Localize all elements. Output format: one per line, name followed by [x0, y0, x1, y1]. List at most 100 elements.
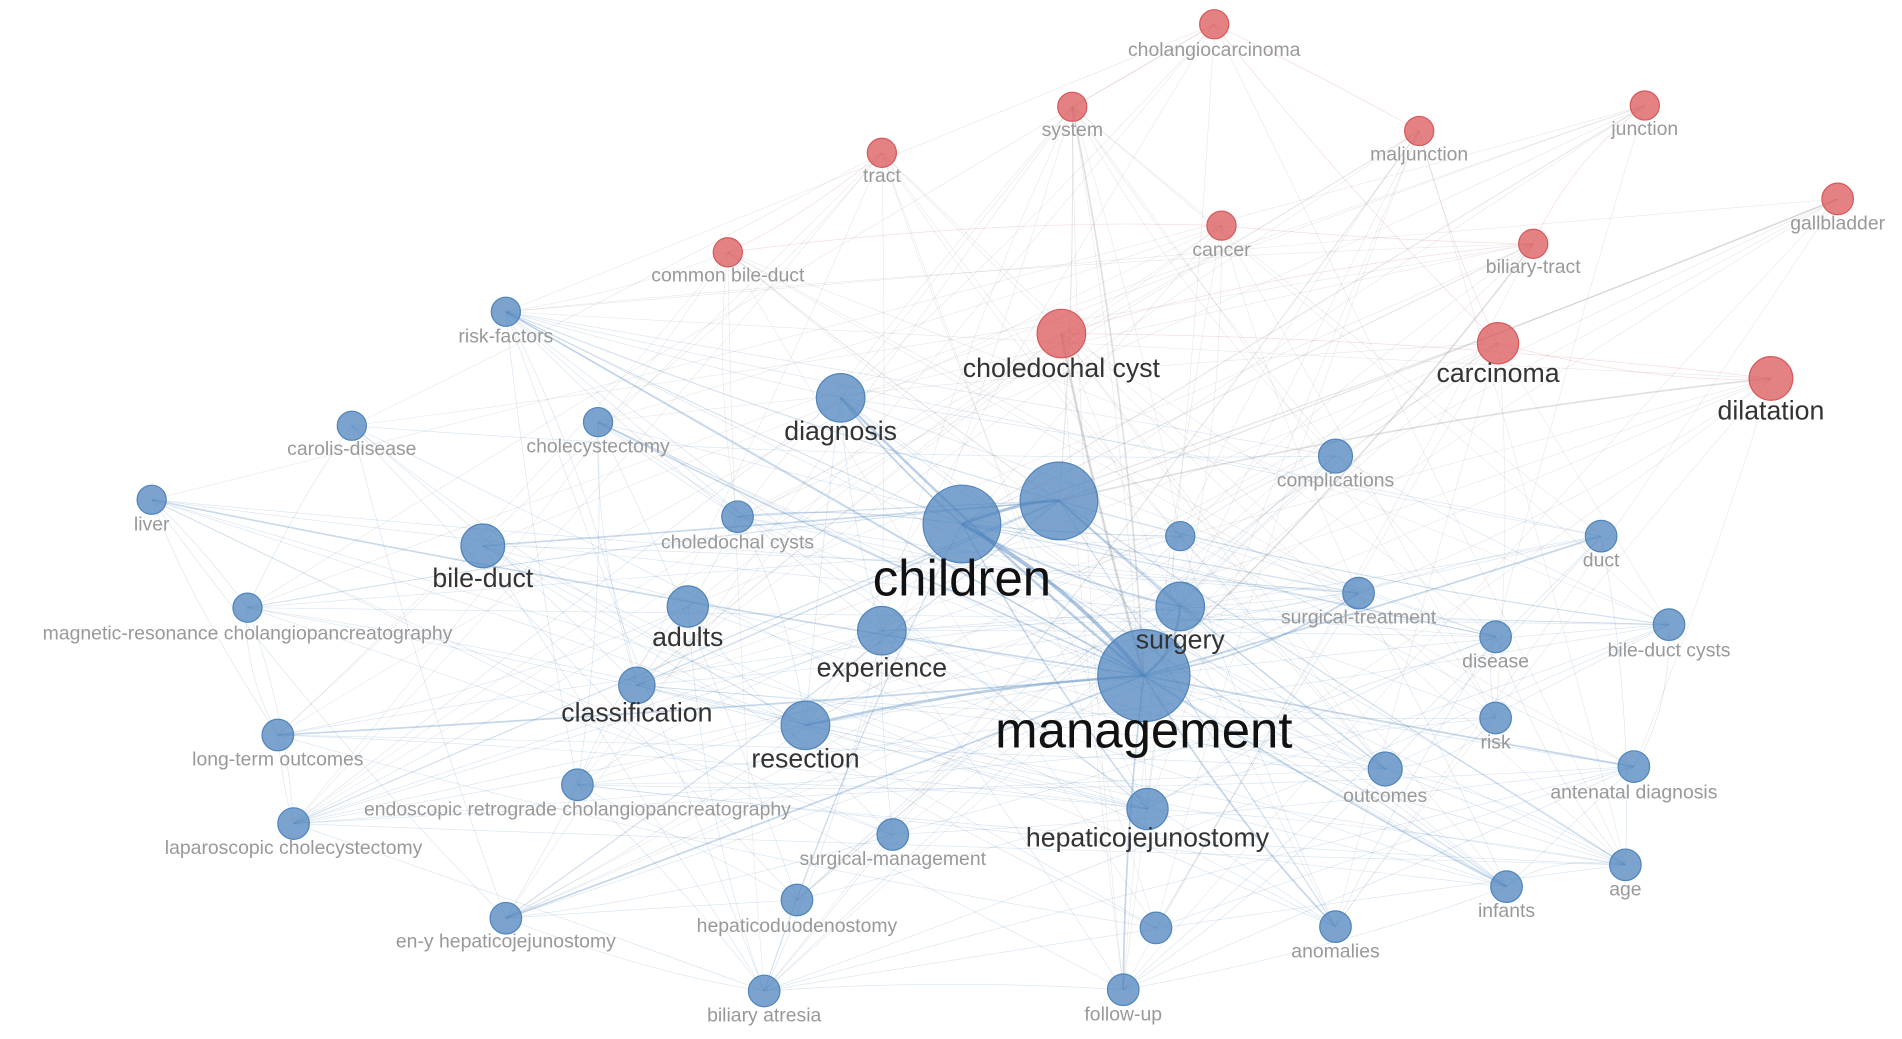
node-label: risk-factors: [458, 325, 553, 347]
node: [1584, 519, 1618, 553]
edge: [351, 425, 798, 901]
node: [1155, 581, 1206, 632]
edge: [151, 499, 1148, 810]
node-label: experience: [817, 653, 947, 683]
node: [232, 592, 263, 623]
edge: [277, 734, 1386, 770]
edge: [277, 252, 729, 736]
node-label: junction: [1610, 118, 1678, 140]
edge: [1072, 106, 1496, 637]
edge: [505, 311, 638, 686]
node-label: en-y hepaticojejunostomy: [396, 931, 616, 953]
edge: [727, 152, 883, 253]
edge: [1061, 333, 1507, 887]
edge: [293, 606, 688, 824]
edge: [892, 198, 1838, 835]
node: [1652, 608, 1686, 642]
node: [1629, 90, 1660, 121]
node: [1097, 628, 1191, 723]
edge: [277, 674, 1144, 736]
edge: [892, 636, 1496, 835]
edge: [1123, 766, 1635, 991]
edge: [1506, 862, 1626, 887]
edge: [505, 311, 578, 785]
node-label: biliary atresia: [707, 1005, 821, 1027]
edge: [505, 311, 1507, 887]
node: [1165, 520, 1196, 552]
node-label: bile-duct cysts: [1608, 639, 1731, 661]
edge: [1147, 636, 1496, 810]
edge: [1221, 225, 1359, 594]
edge: [1058, 377, 1772, 502]
edge: [1179, 130, 1420, 537]
edge: [151, 499, 507, 919]
node: [1490, 870, 1523, 904]
node-label: hepaticojejunostomy: [1026, 822, 1270, 852]
edge: [840, 24, 1215, 399]
edge: [151, 499, 279, 736]
edge: [277, 606, 688, 736]
edge: [636, 685, 1386, 770]
edge: [881, 152, 1157, 928]
node: [490, 296, 522, 327]
node-label: magnetic-resonance cholangiopancreatogra…: [43, 622, 453, 644]
edge: [881, 592, 1359, 632]
node: [582, 406, 614, 438]
node: [1199, 9, 1230, 40]
edge: [727, 252, 1635, 767]
edge: [505, 784, 578, 919]
edge: [881, 152, 1496, 719]
edge: [277, 734, 1157, 929]
edge: [1358, 592, 1507, 887]
edge: [597, 152, 883, 423]
node-label: management: [995, 701, 1292, 758]
edge: [1061, 243, 1534, 334]
edge: [1633, 378, 1772, 767]
labels: cholangiocarcinoma system maljunction junct…: [43, 39, 1886, 1026]
edge: [293, 725, 806, 824]
edge: [881, 630, 1124, 990]
edge: [840, 397, 1386, 770]
edge: [505, 311, 963, 525]
edge: [1155, 766, 1634, 929]
edge: [505, 899, 797, 919]
edge: [805, 725, 1157, 929]
edge: [881, 630, 1496, 638]
node: [815, 372, 866, 423]
node-label: classification: [561, 697, 712, 727]
node-label: surgery: [1136, 625, 1226, 655]
edge: [247, 607, 1148, 810]
edge: [577, 784, 1507, 887]
node-label: follow-up: [1084, 1003, 1162, 1025]
edge: [1418, 130, 1626, 865]
edge: [1385, 624, 1670, 770]
edge: [1506, 766, 1635, 887]
edge: [505, 674, 1145, 920]
edge: [293, 252, 729, 824]
edge: [597, 421, 798, 901]
node-label: bile-duct: [432, 563, 533, 593]
edge: [577, 152, 883, 785]
node: [1139, 911, 1173, 945]
edge: [597, 421, 738, 517]
edge: [577, 766, 1634, 789]
edge: [1072, 106, 1602, 537]
edge: [796, 455, 1336, 901]
edge: [727, 252, 1670, 625]
node: [866, 137, 898, 168]
edge: [1180, 455, 1336, 537]
edge: [1495, 636, 1626, 866]
edge: [737, 516, 806, 726]
node: [561, 768, 594, 802]
node: [780, 883, 814, 917]
edge: [577, 782, 1148, 810]
edge: [764, 983, 1124, 992]
edge: [293, 823, 1626, 866]
edge: [1058, 500, 1626, 866]
edge: [1180, 606, 1386, 770]
node-label: system: [1042, 119, 1103, 141]
edge: [351, 152, 883, 427]
edge: [482, 545, 1359, 594]
edge: [1180, 606, 1670, 625]
edge: [727, 223, 1222, 253]
